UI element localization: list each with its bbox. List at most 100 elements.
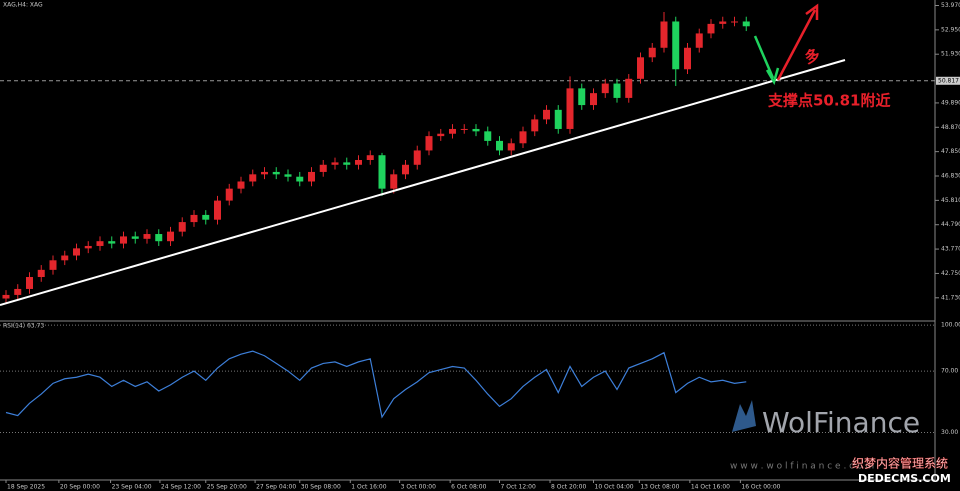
y-tick-label: 52.950	[941, 26, 960, 33]
candle-body	[625, 78, 633, 98]
y-tick-label: 51.930	[941, 51, 960, 58]
up-arrow	[776, 9, 817, 81]
candle-body	[731, 21, 738, 23]
candle-body	[460, 128, 468, 130]
candle-body	[496, 140, 503, 151]
url-watermark: w w w . w o l f i n a n c e . c o m	[730, 462, 874, 472]
indicator-title: RSI(14) 63.73	[3, 323, 44, 330]
brand-watermark: WolFinance	[762, 406, 920, 439]
candle-body	[108, 241, 116, 244]
candle-body	[155, 234, 163, 242]
candle-body	[425, 136, 433, 151]
candle-body	[484, 131, 492, 141]
x-tick-label: 20 Sep 00:00	[60, 484, 100, 491]
x-tick-label: 16 Oct 00:00	[741, 484, 780, 491]
cms-watermark: 织梦内容管理系统	[852, 456, 948, 471]
candle-body	[296, 176, 304, 182]
candle-body	[178, 222, 186, 232]
y-tick-label: 53.970	[941, 2, 960, 9]
candle-body	[120, 236, 127, 244]
candle-body	[237, 181, 245, 189]
y-tick-label: 70.00	[941, 368, 958, 375]
logo	[732, 400, 756, 432]
candle-body	[284, 174, 292, 177]
y-tick-label: 30.00	[941, 429, 958, 436]
y-tick-label: 44.790	[941, 221, 960, 228]
price-tag	[936, 76, 960, 85]
y-tick-label: 41.730	[941, 294, 960, 301]
candle-body	[578, 88, 586, 106]
candle-body	[648, 47, 656, 58]
chart-title: XAG,H4: XAG	[3, 2, 43, 9]
candle-body	[507, 143, 515, 151]
candle-body	[131, 236, 139, 239]
candle-body	[613, 83, 621, 98]
candle-body	[684, 47, 691, 70]
candle-body	[390, 174, 398, 189]
candle-body	[272, 171, 280, 175]
candle-body	[84, 245, 92, 249]
x-tick-label: 14 Oct 16:00	[691, 484, 730, 491]
x-tick-label: 3 Oct 00:00	[401, 484, 436, 491]
candle-body	[413, 150, 421, 165]
x-tick-label: 23 Sep 04:00	[112, 484, 152, 491]
candle-body	[519, 131, 527, 144]
candle-body	[366, 155, 374, 160]
x-tick-label: 1 Oct 16:00	[351, 484, 386, 491]
candle-body	[449, 128, 456, 134]
x-tick-label: 6 Oct 08:00	[451, 484, 486, 491]
candle-body	[402, 164, 409, 175]
candle-body	[355, 160, 362, 165]
rsi-line	[5, 350, 747, 419]
x-tick-label: 25 Sep 20:00	[207, 484, 247, 491]
candle-body	[331, 162, 339, 165]
candle-body	[96, 241, 104, 246]
trend-line	[0, 59, 846, 306]
watermark: WolFinance w w w . w o l f i n a n c e .…	[730, 400, 951, 485]
candle-body	[26, 277, 33, 289]
candle-body	[601, 83, 609, 94]
candle-body	[319, 164, 327, 172]
down-arrow	[753, 35, 775, 79]
x-tick-label: 27 Sep 04:00	[256, 484, 296, 491]
candle-body	[308, 171, 315, 182]
arrow-head	[765, 67, 780, 86]
candle-body	[543, 109, 550, 120]
x-tick-label: 30 Sep 08:00	[301, 484, 341, 491]
candle-body	[37, 269, 45, 278]
y-tick-label: 46.830	[941, 173, 960, 180]
candle-body	[167, 231, 174, 242]
candle-body	[190, 214, 198, 223]
candle-body	[14, 288, 22, 295]
candle-body	[637, 57, 644, 79]
candle-body	[143, 234, 151, 239]
y-tick-label: 47.850	[941, 148, 960, 155]
candle-body	[742, 21, 750, 27]
candle-body	[73, 248, 80, 256]
candle-body	[378, 155, 386, 189]
support-annotation: 支撑点50.81附近	[767, 92, 890, 110]
candle-body	[225, 188, 233, 201]
direction-annotation: 多	[802, 45, 822, 67]
candle-body	[2, 294, 10, 299]
support-label: 50.817	[938, 77, 959, 84]
candle-body	[566, 88, 574, 129]
x-tick-label: 24 Sep 12:00	[161, 484, 201, 491]
candle-body	[472, 128, 480, 132]
arrow-head	[805, 3, 819, 20]
candle-body	[531, 119, 539, 132]
candle-body	[49, 260, 57, 270]
candle-body	[590, 93, 597, 106]
x-tick-label: 13 Oct 08:00	[640, 484, 679, 491]
candle-body	[554, 109, 562, 129]
y-tick-label: 43.770	[941, 246, 960, 253]
x-tick-label: 10 Oct 04:00	[595, 484, 634, 491]
y-tick-label: 45.810	[941, 197, 960, 204]
y-tick-label: 49.890	[941, 99, 960, 106]
candle-body	[261, 171, 268, 175]
x-tick-label: 18 Sep 2025	[7, 484, 45, 491]
y-tick-label: 48.870	[941, 124, 960, 131]
y-tick-label: 42.750	[941, 270, 960, 277]
